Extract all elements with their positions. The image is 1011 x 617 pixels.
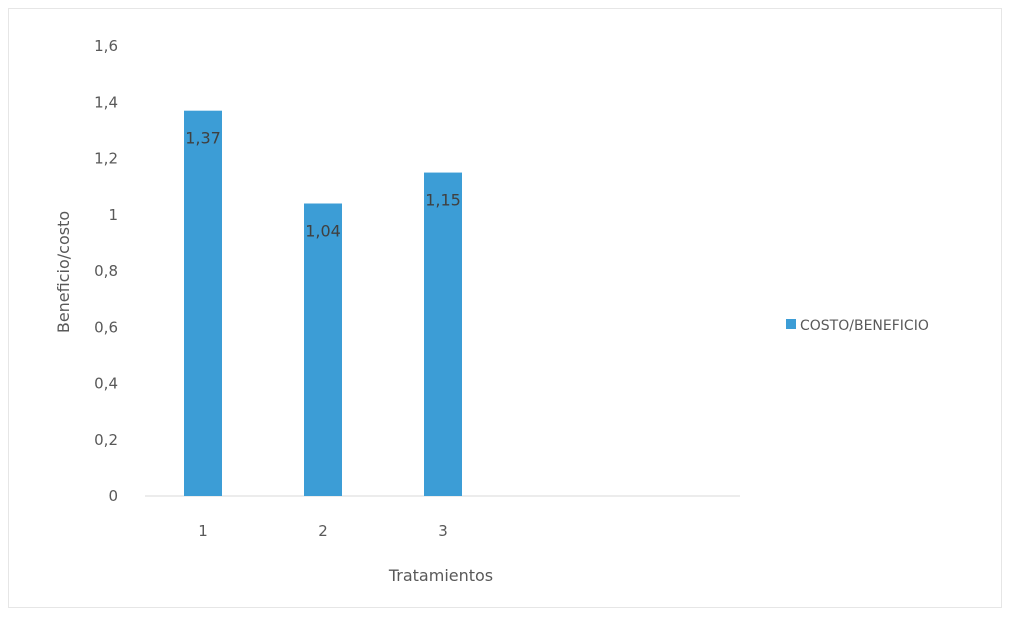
bar: [424, 172, 462, 496]
y-tick-label: 1,4: [94, 93, 118, 111]
y-tick-label: 1: [108, 206, 118, 224]
bar: [304, 203, 342, 496]
data-label: 1,37: [185, 129, 221, 148]
bar: [184, 110, 222, 496]
x-axis-ticks: 1 2 3: [198, 522, 448, 540]
y-tick-label: 0: [108, 487, 118, 505]
legend: COSTO/BENEFICIO: [786, 318, 929, 334]
legend-label: COSTO/BENEFICIO: [800, 318, 929, 334]
data-label: 1,15: [425, 191, 461, 210]
y-tick-label: 0,4: [94, 375, 118, 393]
y-tick-label: 0,2: [94, 431, 118, 449]
y-tick-label: 0,8: [94, 262, 118, 280]
y-tick-label: 1,6: [94, 37, 118, 55]
x-axis-title: Tratamientos: [388, 566, 493, 585]
y-axis-title: Beneficio/costo: [54, 211, 73, 333]
chart-frame: [8, 8, 1002, 608]
y-axis-ticks: 0 0,2 0,4 0,6 0,8 1 1,2 1,4 1,6: [94, 37, 118, 505]
y-tick-label: 0,6: [94, 318, 118, 336]
x-tick-label: 3: [438, 522, 448, 540]
legend-swatch: [786, 319, 796, 329]
x-tick-label: 1: [198, 522, 208, 540]
x-tick-label: 2: [318, 522, 328, 540]
data-label: 1,04: [305, 222, 341, 241]
data-labels: 1,37 1,04 1,15: [185, 129, 461, 241]
bars: [184, 110, 462, 496]
y-tick-label: 1,2: [94, 150, 118, 168]
